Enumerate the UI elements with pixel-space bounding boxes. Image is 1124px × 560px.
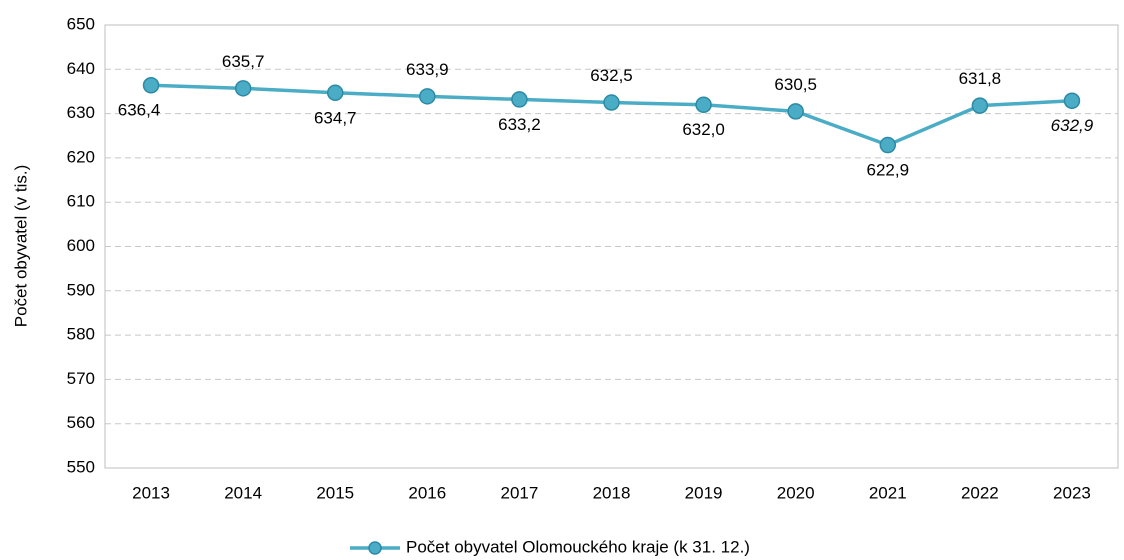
data-label: 635,7 — [222, 52, 265, 71]
data-label: 632,0 — [682, 120, 725, 139]
data-point — [511, 91, 528, 108]
data-label: 636,4 — [118, 101, 161, 120]
y-tick-label: 580 — [67, 325, 95, 344]
data-point — [603, 94, 620, 111]
legend-label: Počet obyvatel Olomouckého kraje (k 31. … — [406, 537, 750, 556]
data-label: 634,7 — [314, 108, 357, 127]
data-label: 633,2 — [498, 115, 541, 134]
x-tick-label: 2019 — [685, 483, 723, 502]
data-point — [1063, 92, 1081, 110]
data-label: 632,9 — [1051, 116, 1094, 135]
x-tick-label: 2015 — [316, 483, 354, 502]
y-tick-label: 610 — [67, 192, 95, 211]
x-tick-label: 2016 — [408, 483, 446, 502]
x-tick-label: 2017 — [500, 483, 538, 502]
legend-marker — [368, 541, 382, 555]
y-tick-label: 560 — [67, 413, 95, 432]
data-point — [419, 88, 436, 105]
data-point — [971, 97, 989, 114]
plot-border — [104, 24, 1119, 469]
x-tick-label: 2014 — [224, 483, 262, 502]
x-tick-label: 2021 — [869, 483, 907, 502]
y-tick-label: 570 — [67, 369, 95, 388]
x-tick-label: 2022 — [961, 483, 999, 502]
data-label: 622,9 — [866, 161, 909, 180]
y-tick-label: 630 — [67, 103, 95, 122]
data-label: 630,5 — [774, 75, 817, 94]
y-tick-label: 550 — [67, 457, 95, 476]
y-tick-label: 640 — [67, 59, 95, 78]
y-tick-label: 600 — [67, 236, 95, 255]
data-point — [234, 80, 252, 97]
y-axis-title: Počet obyvatel (v tis.) — [11, 165, 30, 328]
data-point — [787, 103, 804, 120]
data-point — [879, 136, 897, 154]
data-point — [142, 76, 160, 94]
series-line — [150, 83, 1073, 147]
data-label: 632,5 — [590, 66, 633, 85]
data-label: 633,9 — [406, 60, 449, 79]
y-tick-label: 650 — [67, 14, 95, 33]
x-tick-label: 2020 — [777, 483, 815, 502]
x-tick-label: 2013 — [132, 483, 170, 502]
data-label: 631,8 — [959, 69, 1002, 88]
x-tick-label: 2018 — [593, 483, 631, 502]
data-point — [695, 96, 712, 113]
data-point — [326, 84, 344, 102]
y-tick-label: 620 — [67, 147, 95, 166]
x-tick-label: 2023 — [1053, 483, 1091, 502]
y-tick-label: 590 — [67, 280, 95, 299]
